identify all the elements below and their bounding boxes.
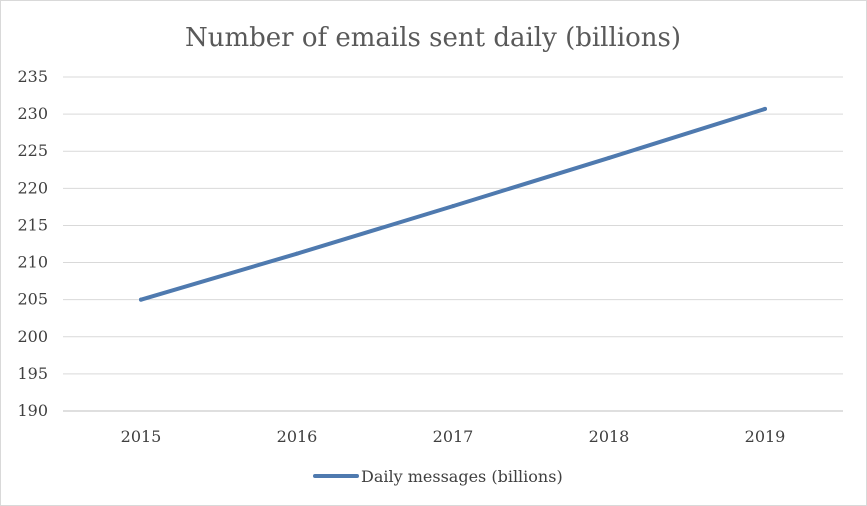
series-group bbox=[139, 106, 767, 302]
x-tick-label: 2017 bbox=[433, 427, 474, 446]
data-point bbox=[451, 204, 455, 209]
legend: Daily messages (billions) bbox=[313, 467, 563, 486]
y-tick-label: 220 bbox=[17, 178, 48, 197]
y-tick-label: 230 bbox=[17, 104, 48, 123]
data-point bbox=[139, 297, 143, 302]
x-tick-label: 2019 bbox=[745, 427, 786, 446]
data-point bbox=[607, 155, 611, 160]
chart-title: Number of emails sent daily (billions) bbox=[185, 23, 681, 53]
y-tick-label: 200 bbox=[17, 327, 48, 346]
y-tick-label: 190 bbox=[17, 401, 48, 420]
data-point bbox=[295, 251, 299, 256]
y-tick-label: 235 bbox=[17, 67, 48, 86]
data-point bbox=[763, 106, 767, 111]
x-tick-label: 2018 bbox=[589, 427, 630, 446]
y-tick-label: 195 bbox=[17, 364, 48, 383]
y-tick-label: 225 bbox=[17, 141, 48, 160]
y-tick-label: 205 bbox=[17, 290, 48, 309]
x-axis-ticks: 2015 2016 2017 2018 2019 bbox=[121, 427, 786, 446]
legend-label: Daily messages (billions) bbox=[361, 467, 563, 486]
gridlines bbox=[63, 76, 843, 412]
x-tick-label: 2016 bbox=[277, 427, 318, 446]
y-axis-ticks: 190 195 200 205 210 215 220 225 230 235 bbox=[17, 67, 48, 420]
y-tick-label: 215 bbox=[17, 215, 48, 234]
x-tick-label: 2015 bbox=[121, 427, 162, 446]
y-tick-label: 210 bbox=[17, 253, 48, 272]
